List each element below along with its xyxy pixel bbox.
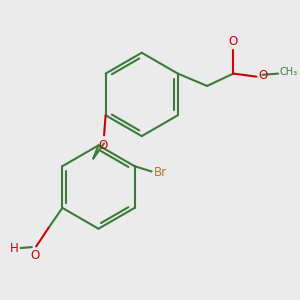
Text: O: O [229, 35, 238, 48]
Text: O: O [31, 249, 40, 262]
Text: CH₃: CH₃ [280, 67, 298, 77]
Text: O: O [98, 139, 107, 152]
Text: Br: Br [154, 166, 167, 179]
Text: O: O [258, 69, 267, 82]
Text: H: H [10, 242, 19, 254]
